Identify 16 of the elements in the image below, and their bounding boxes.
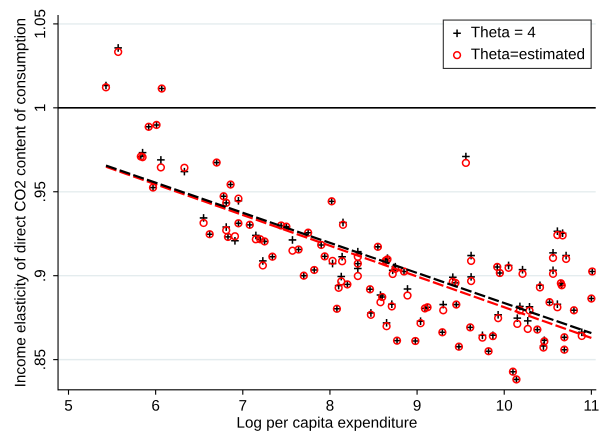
x-tick-label: 9 [414,400,421,411]
legend-label: Theta=estimated [471,48,584,60]
legend-label: Theta = 4 [471,26,536,38]
x-tick-label: 7 [239,400,246,411]
y-tick-label: 1.05 [34,10,46,38]
y-tick-label: .9 [34,270,46,281]
x-axis-title: Log per capita expenditure [238,416,417,431]
x-tick-label: 10 [496,400,512,411]
x-tick-label: 5 [64,400,72,411]
y-tick-label: .85 [34,350,46,369]
y-tick-label: .95 [34,182,46,201]
y-axis-title: Income elasticity of direct CO2 content of consumption [14,18,29,386]
x-tick-label: 6 [152,400,160,411]
x-tick-label: 8 [326,400,334,411]
y-tick-label: 1 [34,104,46,111]
x-tick-label: 11 [584,400,599,411]
